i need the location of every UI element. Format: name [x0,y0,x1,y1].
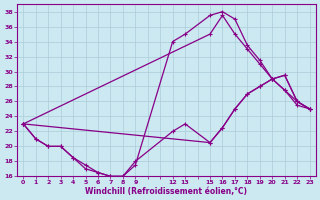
X-axis label: Windchill (Refroidissement éolien,°C): Windchill (Refroidissement éolien,°C) [85,187,247,196]
